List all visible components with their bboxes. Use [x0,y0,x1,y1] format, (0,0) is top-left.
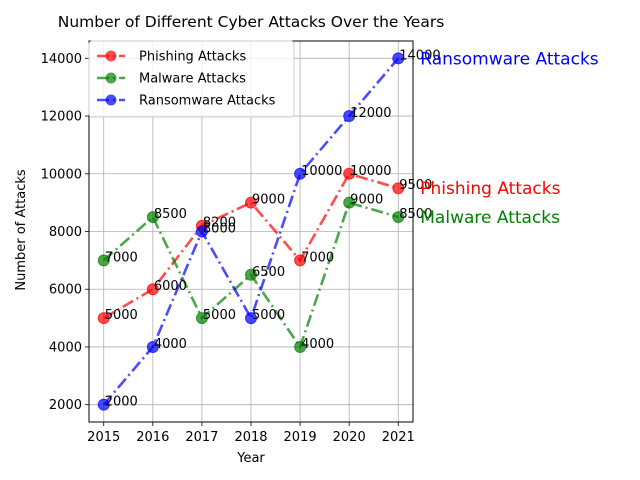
chart-title: Number of Different Cyber Attacks Over t… [58,13,445,31]
phishing-attacks-data-label: 6000 [154,279,187,294]
malware-attacks-point [392,211,405,224]
y-tick-label: 6000 [49,283,82,298]
phishing-attacks-point [294,254,307,267]
ransomware-attacks-data-label: 14000 [399,48,440,63]
malware-attacks-data-label: 6500 [252,265,285,280]
phishing-attacks-data-label: 5000 [105,308,138,323]
ransomware-attacks-data-label: 4000 [154,337,187,352]
malware-attacks-end-label: Malware Attacks [420,208,560,228]
legend: Phishing Attacks Malware Attacks Ransomwar… [88,40,295,118]
malware-attacks-data-label: 7000 [105,250,138,265]
axis-ticks: 2015 2016 2017 2018 2019 2020 2021 2000 4000 6000… [41,52,415,445]
x-tick-label: 2016 [136,430,169,445]
ransomware-attacks-data-label: 8000 [203,222,236,237]
malware-attacks-data-label: 5000 [203,308,236,323]
y-tick-label: 12000 [41,110,82,125]
malware-attacks-point [97,254,110,267]
phishing-attacks-legend-marker [105,50,117,62]
x-tick-label: 2020 [333,430,366,445]
x-tick-label: 2021 [382,430,415,445]
malware-attacks-point [195,312,208,325]
phishing-attacks-data-label: 7000 [301,250,334,265]
y-tick-label: 8000 [49,225,82,240]
ransomware-attacks-end-label: Ransomware Attacks [420,49,599,69]
phishing-attacks-end-label: Phishing Attacks [420,179,560,199]
y-axis-title: Number of Attacks [14,169,29,291]
phishing-attacks-data-label: 9500 [399,178,432,193]
ransomware-attacks-data-label: 12000 [350,106,391,121]
ransomware-attacks-point [392,52,405,65]
ransomware-attacks-point [146,340,159,353]
malware-attacks-data-label: 9000 [350,193,383,208]
ransomware-attacks-point [245,312,257,325]
malware-attacks-point [245,268,257,281]
ransomware-attacks-point [195,225,208,238]
x-tick-label: 2018 [234,430,267,445]
malware-attacks-data-label: 8500 [399,207,432,222]
malware-attacks-data-label: 8500 [154,207,187,222]
malware-attacks-legend-label: Malware Attacks [139,72,246,87]
series-markers [97,52,405,411]
phishing-attacks-point [392,182,405,195]
phishing-attacks-point [146,283,159,296]
phishing-attacks-data-label: 10000 [350,164,391,179]
malware-attacks-point [294,340,307,353]
malware-attacks-point [146,211,159,224]
phishing-attacks-data-label: 8200 [203,216,236,231]
phishing-attacks-legend-label: Phishing Attacks [139,50,246,65]
ransomware-attacks-data-label: 2000 [105,395,138,410]
legend-frame [88,40,295,118]
x-tick-label: 2019 [284,430,317,445]
ransomware-attacks-data-label: 5000 [252,308,285,323]
data-labels: 5000 6000 8200 9000 7000 10000 9500 7000 8500 500… [105,48,441,409]
y-tick-label: 2000 [49,398,82,413]
ransomware-attacks-data-label: 10000 [301,164,342,179]
phishing-attacks-point [97,312,110,325]
y-tick-label: 4000 [49,340,82,355]
ransomware-attacks-point [97,398,110,411]
ransomware-attacks-legend-marker [105,94,117,106]
phishing-attacks-data-label: 9000 [252,193,285,208]
x-axis-title: Year [236,451,265,466]
series-end-labels: Phishing Attacks Malware Attacks Ransomwar… [420,49,599,228]
y-tick-label: 14000 [41,52,82,67]
x-tick-label: 2017 [185,430,218,445]
x-tick-label: 2015 [87,430,120,445]
y-tick-label: 10000 [41,167,82,182]
malware-attacks-point [343,196,356,209]
ransomware-attacks-point [294,167,307,180]
phishing-attacks-point [245,196,257,209]
malware-attacks-legend-marker [105,72,117,84]
ransomware-attacks-legend-label: Ransomware Attacks [139,94,276,109]
ransomware-attacks-point [343,110,356,123]
malware-attacks-data-label: 4000 [301,337,334,352]
phishing-attacks-point [343,167,356,180]
